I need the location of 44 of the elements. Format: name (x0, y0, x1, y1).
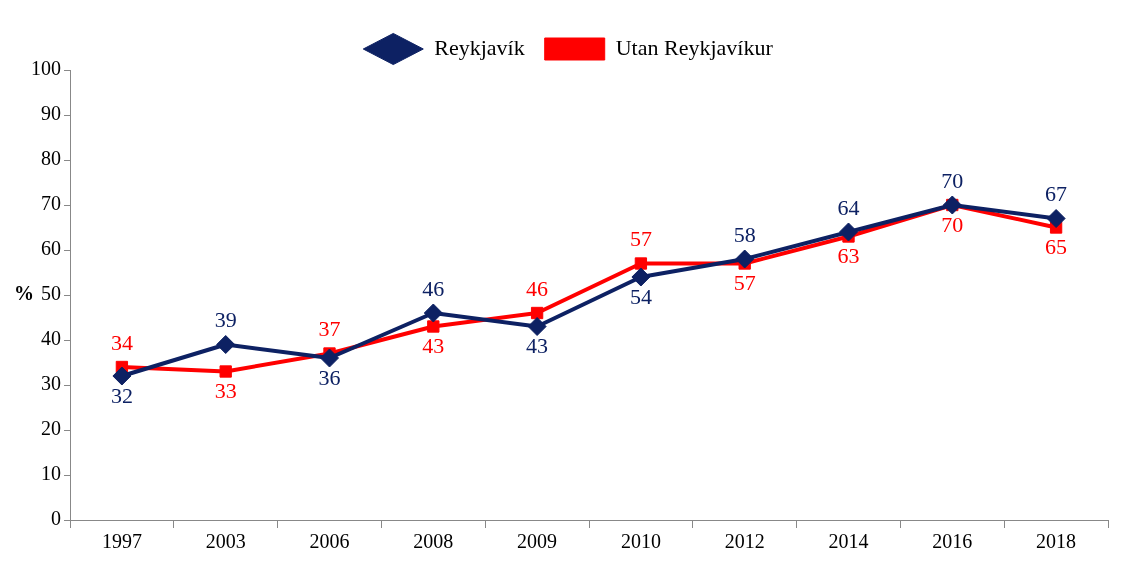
data-label: 63 (837, 243, 860, 269)
data-label: 67 (1045, 181, 1068, 207)
data-label: 57 (629, 226, 652, 252)
x-tick-label: 2010 (620, 530, 661, 553)
y-tick-label: 0 (51, 507, 61, 530)
x-tick-label: 2016 (932, 530, 973, 553)
data-label: 43 (422, 333, 445, 359)
y-tick-label: 20 (41, 417, 61, 440)
data-label: 58 (733, 221, 756, 247)
y-tick-label: 90 (41, 102, 61, 125)
y-tick-label: 80 (41, 147, 61, 170)
y-tick-label: 30 (41, 372, 61, 395)
y-tick-label: 100 (31, 57, 61, 80)
data-label: 32 (110, 382, 133, 408)
x-tick-label: 2008 (413, 530, 454, 553)
data-label: 65 (1045, 234, 1068, 260)
data-label: 57 (733, 270, 756, 296)
data-label: 70 (941, 167, 964, 193)
data-label: 36 (318, 364, 341, 390)
y-tick-label: 50 (41, 282, 61, 305)
data-label: 46 (526, 275, 549, 301)
x-tick-label: 2006 (309, 530, 350, 553)
data-label: 46 (422, 275, 445, 301)
x-tick-label: 2018 (1036, 530, 1077, 553)
data-label: 70 (941, 211, 964, 237)
data-label: 54 (629, 283, 652, 309)
x-tick-label: 2012 (724, 530, 765, 553)
data-label: 33 (214, 378, 237, 404)
y-tick-label: 70 (41, 192, 61, 215)
y-axis-title: % (14, 282, 34, 305)
y-tick-label: 40 (41, 327, 61, 350)
y-tick-label: 10 (41, 462, 61, 485)
y-tick-label: 60 (41, 237, 61, 260)
x-tick-label: 2014 (828, 530, 869, 553)
x-tick-label: 2009 (517, 530, 558, 553)
data-label: 43 (526, 333, 549, 359)
x-tick-label: 1997 (101, 530, 142, 553)
data-label: 34 (110, 329, 133, 355)
x-tick-label: 2003 (205, 530, 246, 553)
data-label: 37 (318, 316, 341, 342)
legend-label: Utan Reykjavíkur (615, 34, 774, 60)
legend-label: Reykjavík (434, 34, 525, 60)
data-label: 64 (837, 194, 860, 220)
data-label: 39 (214, 307, 237, 333)
